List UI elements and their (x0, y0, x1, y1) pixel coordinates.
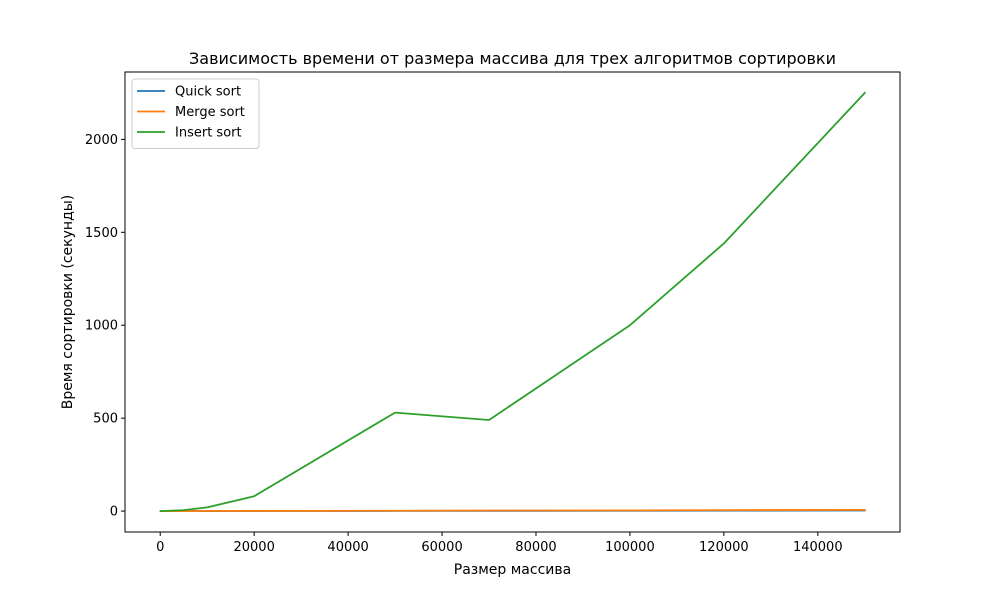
x-axis: 0 20000 40000 60000 80000 100000 120000 140000 (156, 532, 843, 555)
plot-area (124, 71, 901, 533)
y-axis: 0 500 1000 1500 2000 (85, 133, 125, 520)
y-tick-label: 500 (93, 412, 118, 427)
x-axis-label: Размер массива (454, 562, 571, 578)
series-layer (159, 91, 867, 513)
chart-title: Зависимость времени от размера массива д… (189, 49, 836, 68)
plot-frame (124, 71, 901, 533)
x-tick-label: 140000 (793, 540, 843, 555)
legend-label: Quick sort (175, 85, 241, 100)
x-tick-label: 80000 (515, 540, 556, 555)
y-tick-label: 1500 (85, 226, 118, 241)
y-tick-label: 2000 (85, 133, 118, 148)
legend-label: Insert sort (175, 126, 242, 141)
series-line-merge-sort (159, 508, 866, 512)
y-axis-label: Время сортировки (секунды) (60, 195, 76, 410)
x-tick-label: 100000 (605, 540, 655, 555)
x-tick-label: 40000 (327, 540, 368, 555)
series-line-insert-sort (159, 91, 867, 513)
y-tick-label: 0 (110, 505, 118, 520)
x-tick-label: 0 (156, 540, 164, 555)
y-tick-label: 1000 (85, 319, 118, 334)
x-tick-label: 20000 (233, 540, 274, 555)
x-tick-label: 120000 (699, 540, 749, 555)
legend: Quick sort Merge sort Insert sort (131, 78, 260, 149)
legend-label: Merge sort (175, 105, 245, 120)
x-tick-label: 60000 (421, 540, 462, 555)
